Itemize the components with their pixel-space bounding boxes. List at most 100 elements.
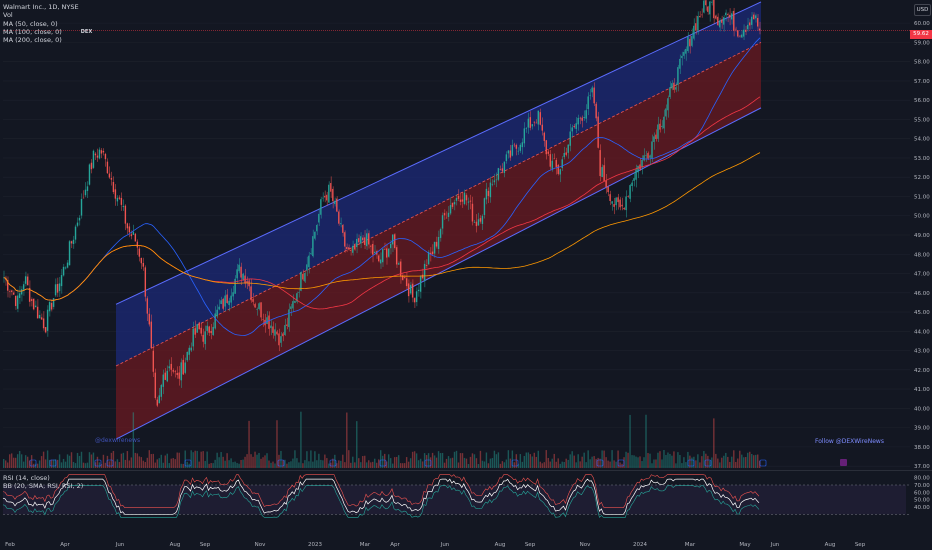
candle-body <box>308 255 310 268</box>
volume-bar <box>250 454 252 468</box>
candle-body <box>639 164 641 170</box>
candle-body <box>433 241 436 254</box>
candle-body <box>533 121 535 123</box>
candle-body <box>463 192 466 205</box>
volume-bar <box>280 450 282 468</box>
candle-body <box>74 226 77 240</box>
candle-body <box>717 16 719 26</box>
candle-body <box>112 182 115 193</box>
volume-bar <box>42 451 45 468</box>
candle-body <box>719 20 721 28</box>
candle-body <box>609 194 611 201</box>
candle-body <box>86 186 89 191</box>
volume-bar <box>350 462 352 468</box>
candle-body <box>501 168 504 172</box>
volume-bar <box>443 462 446 468</box>
volume-bar <box>537 450 539 468</box>
candle-body <box>567 144 569 153</box>
candle-body <box>469 200 472 202</box>
candle-body <box>66 262 69 268</box>
channel-upper-fill <box>116 1 761 366</box>
volume-bar <box>689 455 691 468</box>
candle-body <box>621 204 623 207</box>
volume-bar <box>110 452 113 468</box>
volume-bar <box>202 451 204 468</box>
ma50-line <box>3 37 761 336</box>
volume-bar <box>90 454 93 468</box>
candle-body <box>721 19 723 23</box>
volume-bar <box>198 461 200 468</box>
volume-bar <box>290 461 292 468</box>
candle-body <box>683 51 685 56</box>
ma200-label[interactable]: MA (200, close, 0) <box>3 36 62 45</box>
volume-bar <box>232 462 234 468</box>
volume-bar <box>679 454 681 468</box>
candle-body <box>378 255 380 262</box>
candle-body <box>723 17 725 25</box>
volume-bar <box>705 453 707 468</box>
price-tick-label: 41.00 <box>914 387 930 393</box>
candle-body <box>22 284 25 290</box>
volume-bar <box>653 459 655 468</box>
ma100-label[interactable]: MA (100, close, 0) <box>3 27 62 36</box>
candle-body <box>623 208 625 210</box>
volume-bar <box>70 452 73 468</box>
candle-body <box>96 155 99 158</box>
candle-body <box>535 122 537 124</box>
candle-body <box>561 159 563 169</box>
earnings-marker <box>379 459 387 467</box>
volume-bar <box>417 460 420 468</box>
candle-body <box>44 327 47 333</box>
price-tick-label: 51.00 <box>914 194 930 200</box>
candle-body <box>334 200 336 205</box>
volume-bar <box>78 455 81 468</box>
volume-bar <box>276 420 278 468</box>
time-tick-label: Apr <box>60 542 70 548</box>
volume-bar <box>278 454 280 468</box>
vol-label[interactable]: Vol <box>3 11 13 20</box>
candle-body <box>597 116 599 148</box>
volume-bar <box>519 454 522 468</box>
candle-body <box>268 315 270 329</box>
volume-bar <box>699 462 701 468</box>
candle-body <box>441 215 444 229</box>
symbol-title[interactable]: Walmart Inc., 1D, NYSE <box>3 3 79 11</box>
candle-body <box>220 300 222 304</box>
candle-body <box>94 153 97 156</box>
candle-body <box>427 251 430 265</box>
candle-body <box>757 17 759 27</box>
earnings-marker <box>106 459 114 467</box>
volume-bar <box>463 457 466 468</box>
volume-bar <box>56 459 59 468</box>
volume-bar <box>294 450 296 468</box>
candle-body <box>360 236 362 244</box>
candle-body <box>6 280 9 291</box>
bb-label[interactable]: BB (20, SMA, RSI, RSI, 2) <box>3 482 84 490</box>
volume-bar <box>627 452 629 468</box>
volume-bar <box>306 451 308 468</box>
volume-bar <box>501 461 504 468</box>
candle-body <box>447 212 450 217</box>
time-tick-label: 2023 <box>308 542 322 548</box>
candle-body <box>364 237 366 246</box>
volume-bar <box>545 450 547 468</box>
rsi-label[interactable]: RSI (14, close) <box>3 474 50 482</box>
volume-bar <box>511 450 514 468</box>
candle-body <box>278 333 280 346</box>
volume-bar <box>637 457 639 468</box>
time-tick-label: 2024 <box>633 542 647 548</box>
volume-bar <box>98 462 101 468</box>
price-tick-label: 43.00 <box>914 349 930 355</box>
candle-body <box>459 199 462 202</box>
currency-button[interactable]: USD <box>914 4 931 16</box>
candle-body <box>491 184 494 185</box>
candle-body <box>270 325 272 329</box>
candle-body <box>372 243 374 255</box>
ma50-label[interactable]: MA (50, close, 0) <box>3 19 58 28</box>
volume-bar <box>717 458 719 468</box>
volume-bar <box>513 462 516 468</box>
candle-body <box>687 36 689 52</box>
candle-body <box>553 158 555 160</box>
candle-body <box>477 219 480 226</box>
